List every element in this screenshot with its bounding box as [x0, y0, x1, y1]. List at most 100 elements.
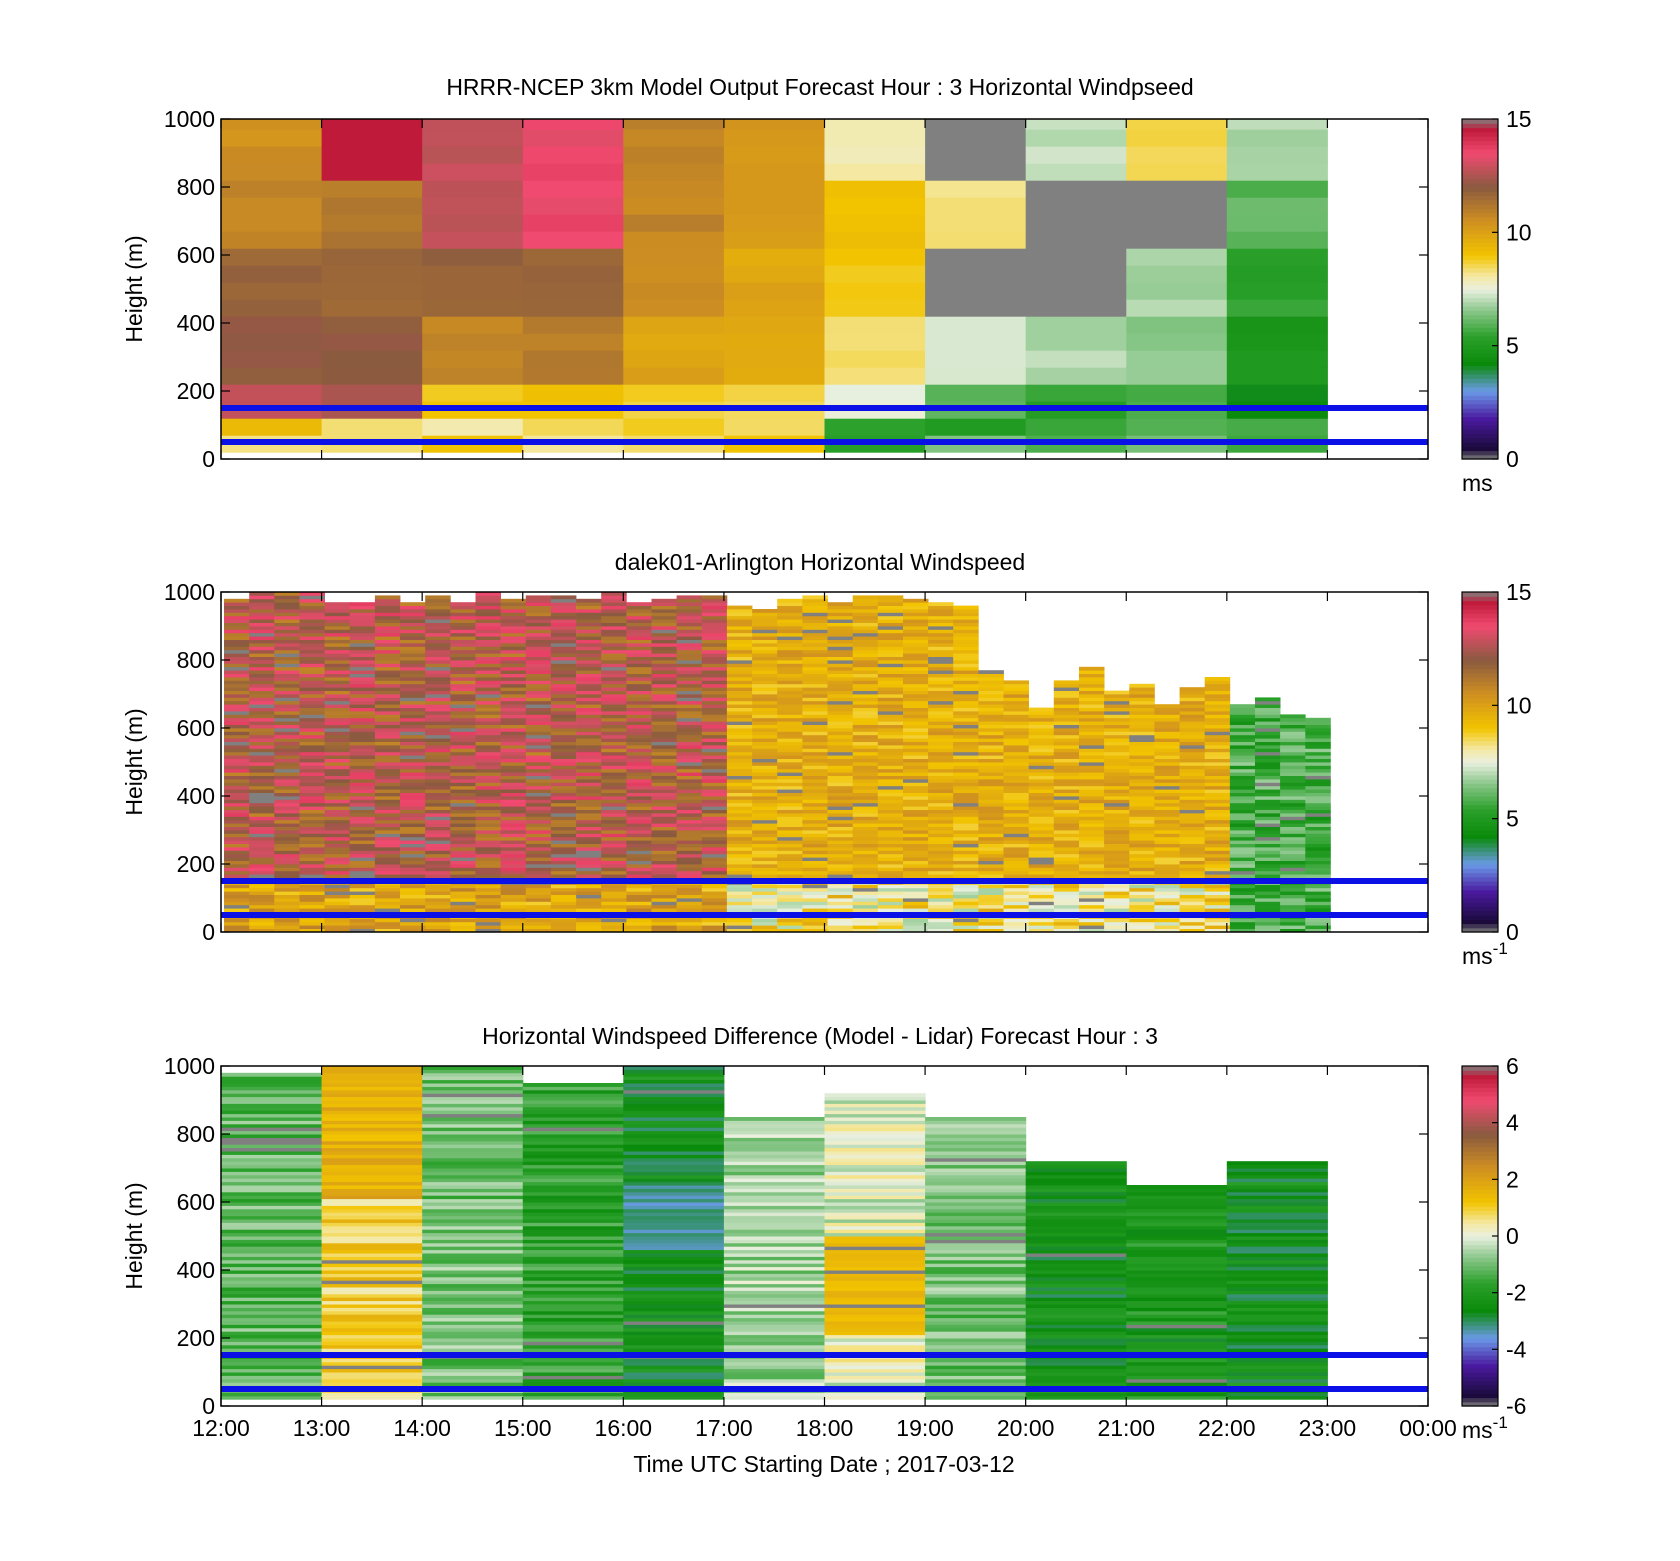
heatmap-cell — [903, 697, 929, 702]
heatmap-cell — [249, 602, 275, 606]
heatmap-cell — [827, 677, 853, 681]
heatmap-cell — [1280, 772, 1306, 776]
heatmap-cell — [221, 1365, 323, 1370]
heatmap-cell — [1204, 694, 1231, 698]
heatmap-cell — [1179, 830, 1206, 834]
heatmap-cell — [1229, 772, 1256, 776]
heatmap-cell — [777, 840, 803, 844]
heatmap-cell — [1305, 826, 1331, 831]
heatmap-cell — [877, 867, 904, 872]
heatmap-cell — [928, 680, 954, 685]
heatmap-cell — [349, 636, 376, 640]
heatmap-cell — [221, 1202, 323, 1206]
heatmap-cell — [1053, 833, 1080, 838]
heatmap-cell — [1028, 857, 1055, 861]
heatmap-cell — [1025, 299, 1127, 317]
heatmap-cell — [1104, 772, 1130, 776]
colorbar-segment — [1462, 723, 1498, 729]
heatmap-cell — [1255, 714, 1281, 719]
heatmap-cell — [701, 656, 728, 661]
heatmap-cell — [1129, 789, 1155, 793]
heatmap-cell — [623, 1239, 725, 1244]
heatmap-cell — [827, 826, 853, 831]
heatmap-cell — [349, 782, 376, 787]
heatmap-cell — [274, 609, 300, 613]
heatmap-cell — [903, 755, 929, 759]
heatmap-cell — [852, 782, 879, 787]
colorbar-segment — [1462, 715, 1498, 721]
heatmap-cell — [1028, 796, 1055, 800]
heatmap-cell — [928, 728, 954, 732]
heatmap-cell — [601, 840, 627, 844]
colorbar-segment — [1462, 250, 1498, 256]
heatmap-cell — [852, 908, 879, 912]
heatmap-cell — [425, 646, 451, 651]
heatmap-cell — [752, 796, 778, 800]
heatmap-cell — [852, 768, 879, 773]
heatmap-cell — [525, 887, 552, 892]
heatmap-cell — [978, 809, 1004, 814]
heatmap-cell — [1129, 833, 1155, 838]
heatmap-cell — [274, 595, 300, 600]
heatmap-cell — [1053, 758, 1080, 763]
heatmap-cell — [400, 782, 426, 787]
heatmap-cell — [221, 1317, 323, 1322]
heatmap-cell — [877, 687, 904, 691]
heatmap-cell — [651, 867, 677, 872]
heatmap-cell — [903, 860, 929, 865]
heatmap-cell — [321, 1110, 423, 1115]
heatmap-cell — [777, 894, 803, 899]
heatmap-cell — [349, 700, 376, 705]
heatmap-cell — [249, 928, 275, 933]
heatmap-cell — [852, 680, 879, 685]
heatmap-cell — [928, 860, 954, 865]
heatmap-cell — [525, 925, 552, 929]
heatmap-cell — [1229, 847, 1256, 851]
heatmap-cell — [221, 1331, 323, 1336]
heatmap-cell — [1154, 799, 1180, 804]
heatmap-cell — [1025, 248, 1127, 266]
heatmap-cell — [522, 333, 624, 351]
heatmap-cell — [274, 592, 300, 596]
heatmap-cell — [723, 1375, 825, 1380]
heatmap-cell — [1226, 231, 1328, 249]
heatmap-cell — [752, 901, 778, 906]
heatmap-cell — [324, 921, 351, 926]
heatmap-cell — [224, 738, 250, 742]
heatmap-cell — [827, 683, 853, 688]
heatmap-cell — [726, 762, 753, 766]
heatmap-cell — [928, 721, 954, 725]
heatmap-cell — [475, 717, 501, 722]
heatmap-cell — [1028, 748, 1055, 753]
heatmap-cell — [1104, 785, 1130, 790]
heatmap-cell — [349, 867, 376, 872]
heatmap-cell — [903, 918, 929, 923]
heatmap-cell — [1003, 908, 1029, 912]
heatmap-cell — [752, 619, 778, 623]
heatmap-cell — [953, 898, 979, 902]
heatmap-cell — [1255, 724, 1281, 729]
heatmap-cell — [1028, 874, 1055, 878]
heatmap-cell — [299, 809, 325, 814]
heatmap-cell — [274, 802, 300, 807]
heatmap-cell — [1129, 690, 1155, 695]
heatmap-cell — [374, 874, 401, 878]
heatmap-cell — [877, 622, 904, 627]
heatmap-cell — [1028, 745, 1055, 749]
heatmap-cell — [274, 809, 300, 814]
heatmap-cell — [475, 785, 501, 790]
heatmap-cell — [1053, 826, 1080, 831]
heatmap-cell — [249, 609, 275, 613]
heatmap-cell — [802, 806, 828, 810]
heatmap-cell — [701, 772, 728, 776]
heatmap-cell — [1280, 898, 1306, 902]
heatmap-cell — [576, 823, 602, 827]
heatmap-cell — [221, 1185, 323, 1189]
heatmap-cell — [274, 891, 300, 895]
heatmap-cell — [601, 830, 627, 834]
heatmap-cell — [321, 1103, 423, 1108]
heatmap-cell — [651, 789, 677, 793]
heatmap-cell — [852, 758, 879, 763]
heatmap-cell — [903, 728, 929, 732]
heatmap-cell — [249, 728, 275, 732]
